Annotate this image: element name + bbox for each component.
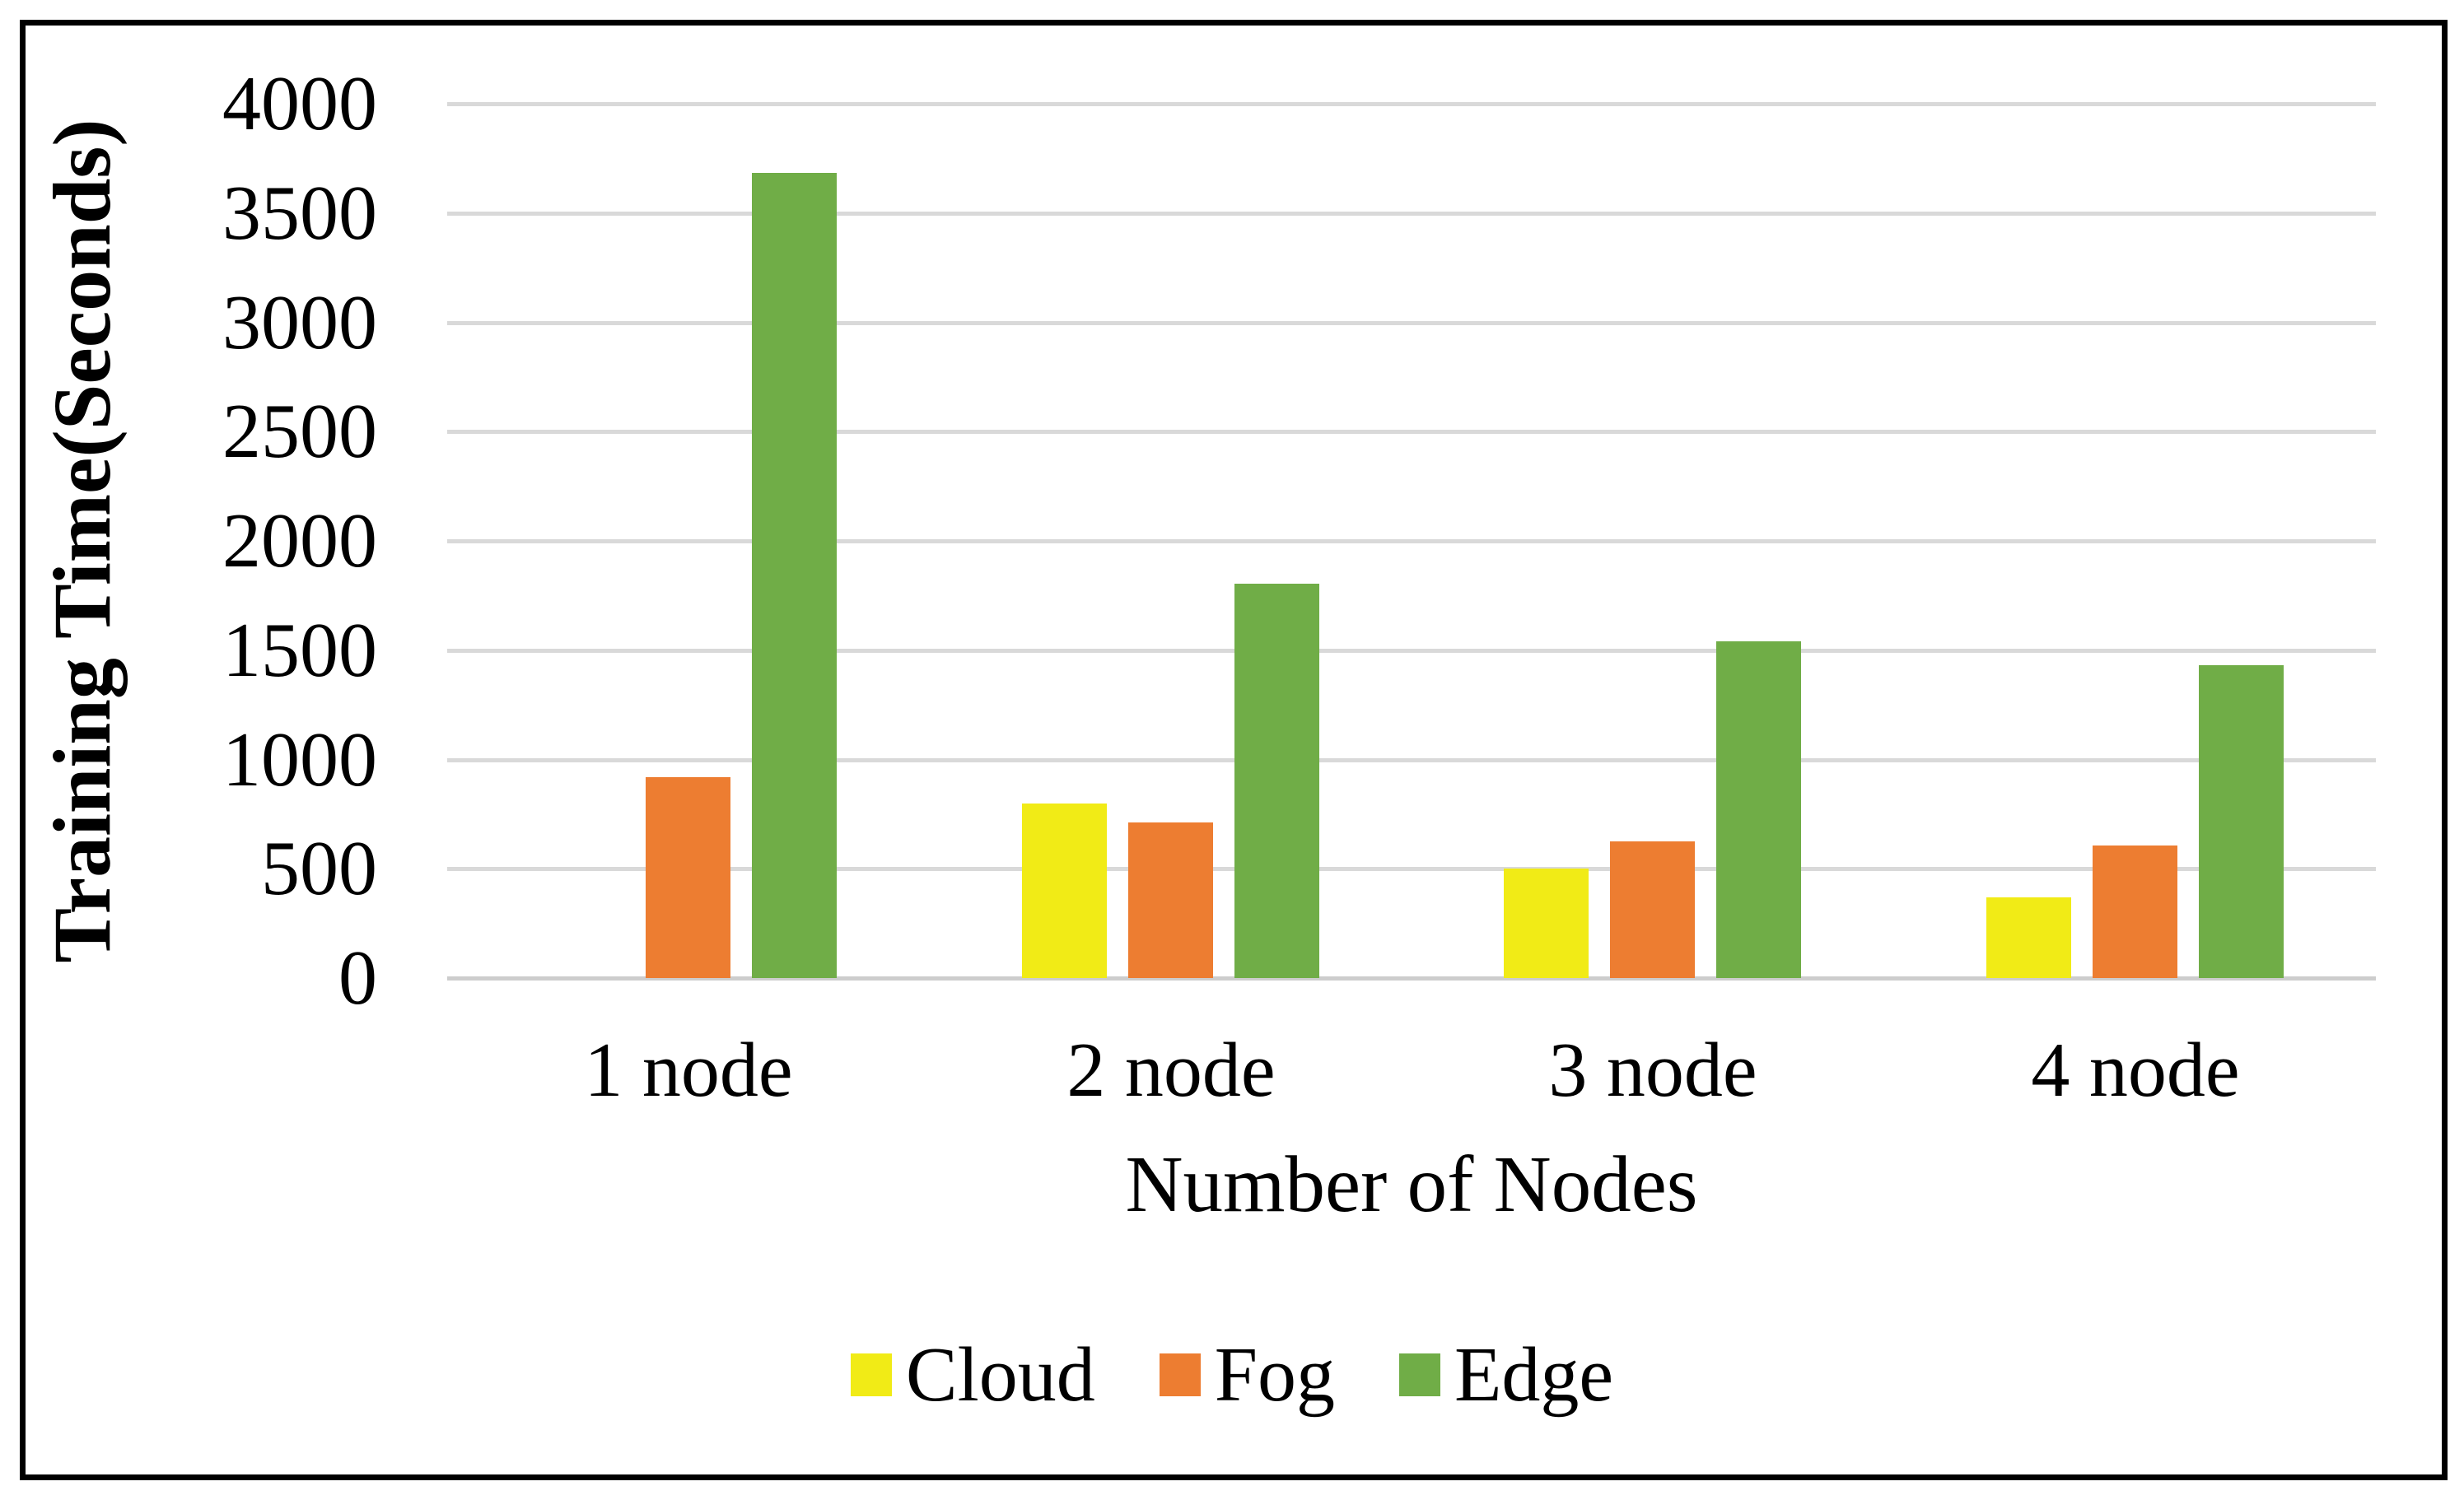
y-tick-label-2500: 2500 — [222, 389, 377, 475]
gridline-500 — [447, 867, 2376, 872]
x-tick-label-1-node: 1 node — [584, 1027, 793, 1113]
y-tick-label-500: 500 — [261, 826, 377, 912]
bar-fog-2-node — [1128, 822, 1213, 978]
legend-swatch-edge — [1398, 1353, 1440, 1396]
y-tick-label-1000: 1000 — [222, 716, 377, 803]
x-axis-line — [447, 976, 2376, 981]
bar-fog-1-node — [646, 777, 730, 978]
y-tick-label-4000: 4000 — [222, 61, 377, 147]
bar-fog-4-node — [2093, 845, 2177, 978]
bar-fog-3-node — [1610, 841, 1695, 978]
legend-swatch-cloud — [850, 1353, 892, 1396]
legend-item-cloud: Cloud — [850, 1332, 1095, 1418]
y-tick-label-0: 0 — [338, 935, 377, 1021]
x-tick-label-4-node: 4 node — [2031, 1027, 2240, 1113]
legend-swatch-fog — [1159, 1353, 1201, 1396]
gridline-3000 — [447, 320, 2376, 325]
bar-edge-2-node — [1234, 584, 1319, 978]
y-tick-label-3500: 3500 — [222, 170, 377, 256]
figure-border — [20, 20, 2448, 1480]
legend-label-cloud: Cloud — [905, 1332, 1095, 1418]
y-tick-label-3000: 3000 — [222, 279, 377, 366]
y-tick-label-1500: 1500 — [222, 607, 377, 693]
x-axis-title: Number of Nodes — [1125, 1140, 1698, 1228]
legend-label-fog: Fog — [1214, 1332, 1335, 1418]
bar-edge-1-node — [752, 173, 837, 978]
gridline-1000 — [447, 757, 2376, 762]
x-tick-label-3-node: 3 node — [1548, 1027, 1757, 1113]
bar-cloud-3-node — [1504, 869, 1589, 978]
gridline-2500 — [447, 430, 2376, 435]
bar-cloud-2-node — [1022, 804, 1107, 978]
y-axis-title: Training Time(Seconds) — [36, 119, 128, 963]
bar-cloud-4-node — [1986, 897, 2071, 978]
y-tick-label-2000: 2000 — [222, 498, 377, 584]
gridline-4000 — [447, 102, 2376, 106]
legend-item-edge: Edge — [1398, 1332, 1614, 1418]
legend-item-fog: Fog — [1159, 1332, 1335, 1418]
legend-label-edge: Edge — [1454, 1332, 1614, 1418]
gridline-1500 — [447, 648, 2376, 653]
gridline-2000 — [447, 539, 2376, 543]
legend: Cloud Fog Edge — [0, 1334, 2464, 1416]
bar-edge-4-node — [2199, 665, 2284, 978]
gridline-3500 — [447, 211, 2376, 216]
bar-edge-3-node — [1716, 641, 1801, 978]
x-tick-label-2-node: 2 node — [1066, 1027, 1276, 1113]
